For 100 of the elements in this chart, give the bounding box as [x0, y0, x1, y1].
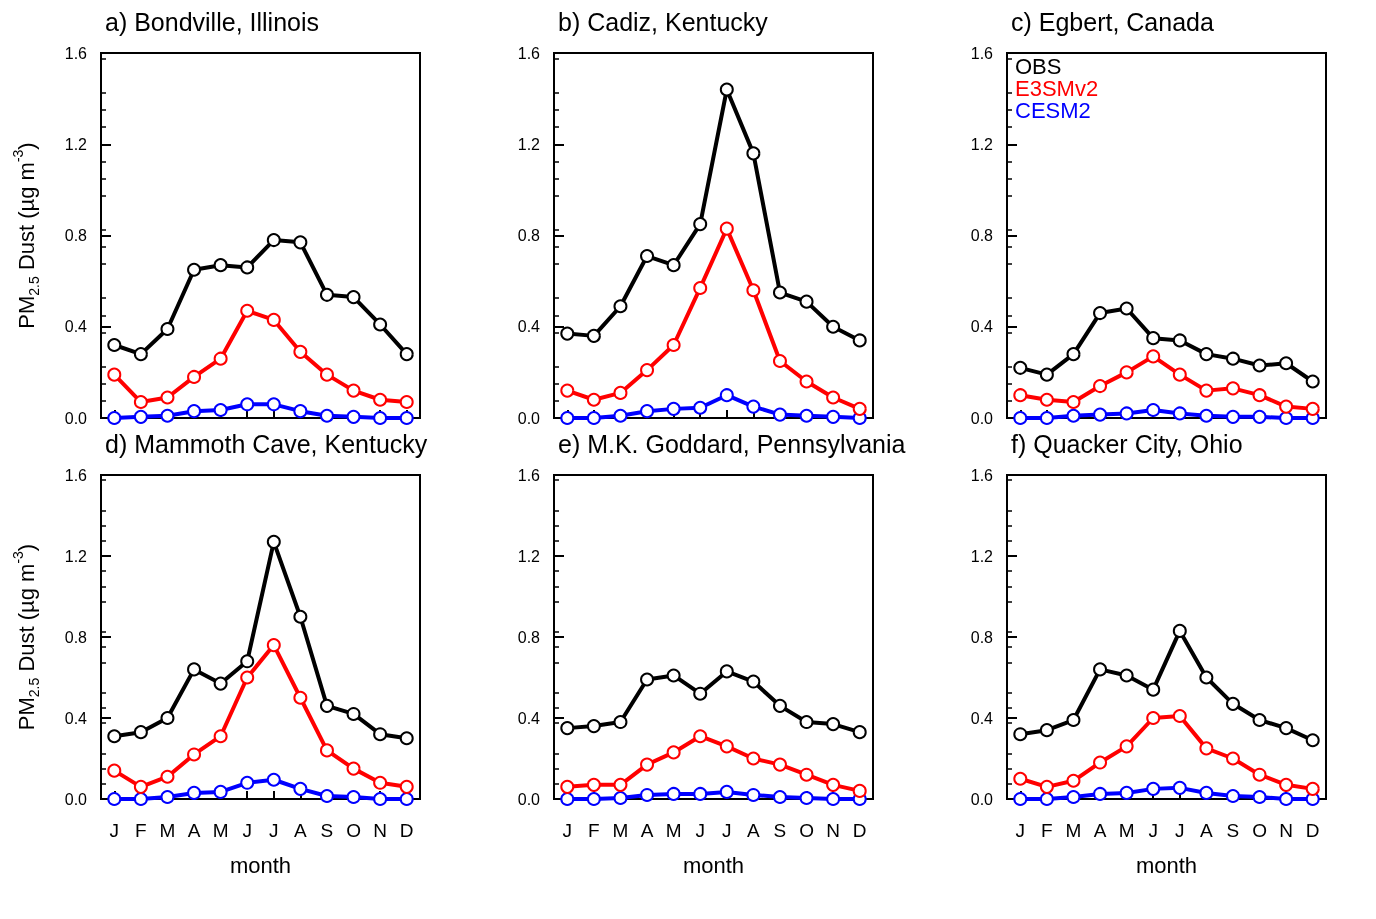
point — [319, 408, 334, 423]
point — [133, 395, 148, 410]
point — [826, 319, 841, 334]
point — [373, 317, 388, 332]
point — [346, 789, 361, 804]
point — [373, 411, 388, 425]
y-tick-label: 0.8 — [64, 628, 88, 646]
point — [1199, 347, 1214, 362]
x-tick-label: J — [562, 820, 573, 841]
point — [746, 146, 761, 161]
point — [160, 711, 175, 725]
chart-title: c) Egbert, Canada — [1011, 7, 1214, 36]
x-tick-label: F — [588, 820, 600, 841]
point — [640, 757, 655, 772]
point — [319, 287, 334, 302]
point — [240, 775, 255, 790]
point — [160, 408, 175, 423]
y-tick-label: 0.0 — [970, 409, 994, 427]
y-tick-label: 0.4 — [517, 709, 541, 727]
point — [319, 367, 334, 382]
point — [346, 290, 361, 305]
point — [666, 786, 681, 801]
x-tick-label: M — [1065, 820, 1082, 841]
point — [107, 792, 122, 806]
point — [852, 333, 867, 348]
y-tick-label: 0.8 — [517, 227, 541, 244]
y-tick-label: 0.8 — [970, 628, 994, 646]
point — [693, 729, 708, 744]
x-tick-label: N — [1279, 820, 1293, 841]
point — [1013, 727, 1028, 742]
point — [1039, 723, 1054, 738]
point — [213, 784, 228, 799]
x-tick-label: O — [346, 820, 361, 841]
point — [586, 777, 601, 792]
point — [613, 715, 628, 730]
point — [240, 260, 255, 275]
point — [586, 411, 601, 425]
point — [746, 751, 761, 766]
point — [826, 777, 841, 792]
x-tick-label: J — [1175, 820, 1185, 841]
point — [1252, 388, 1267, 403]
point — [107, 338, 122, 352]
point — [399, 731, 414, 746]
x-tick-label: O — [1252, 820, 1267, 841]
point — [613, 790, 628, 805]
point — [346, 706, 361, 721]
point — [746, 674, 761, 689]
y-tick-label: 0.4 — [517, 318, 541, 336]
y-tick-label: 0.8 — [970, 227, 994, 244]
x-tick-label: J — [695, 820, 705, 841]
point — [1305, 401, 1320, 416]
point — [560, 326, 575, 341]
point — [213, 351, 228, 366]
point — [1279, 411, 1294, 425]
point — [373, 727, 388, 742]
point — [240, 654, 255, 669]
point — [772, 698, 787, 713]
x-tick-label: M — [212, 820, 229, 841]
point — [293, 609, 308, 624]
point — [560, 411, 575, 425]
point — [719, 221, 734, 236]
y-tick-label: 0.0 — [64, 409, 88, 427]
y-tick-label: 1.6 — [517, 44, 541, 62]
point — [266, 638, 281, 653]
point — [133, 725, 148, 740]
y-tick-label: 1.6 — [970, 466, 994, 484]
point — [1305, 781, 1320, 796]
point — [693, 686, 708, 701]
point — [1172, 708, 1187, 723]
point — [640, 672, 655, 687]
point — [187, 662, 202, 677]
point — [399, 347, 414, 362]
point — [1119, 785, 1134, 800]
point — [719, 82, 734, 97]
x-tick-label: F — [1041, 820, 1053, 841]
point — [666, 338, 681, 352]
point — [586, 392, 601, 407]
point — [133, 409, 148, 424]
point — [772, 757, 787, 772]
point — [1039, 411, 1054, 425]
point — [560, 383, 575, 398]
x-axis-title: month — [229, 852, 292, 878]
point — [746, 787, 761, 802]
point — [826, 717, 841, 732]
point — [266, 312, 281, 327]
y-tick-label: 0.0 — [517, 790, 541, 808]
point — [1225, 351, 1240, 366]
point — [293, 404, 308, 419]
point — [1199, 383, 1214, 398]
point — [319, 698, 334, 713]
point — [560, 792, 575, 806]
x-tick-label: S — [320, 820, 334, 841]
x-tick-label: D — [399, 820, 414, 841]
point — [666, 668, 681, 683]
point — [586, 792, 601, 806]
x-tick-label: A — [294, 820, 308, 841]
y-tick-label: 1.2 — [970, 135, 994, 153]
x-tick-label: D — [852, 820, 867, 841]
point — [187, 262, 202, 277]
y-tick-label: 0.8 — [64, 227, 88, 244]
